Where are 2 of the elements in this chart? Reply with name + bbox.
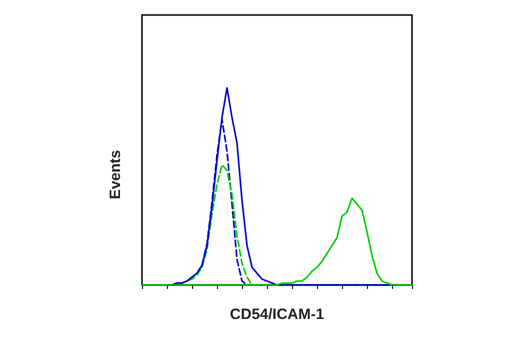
- x-axis-title: CD54/ICAM-1: [230, 306, 324, 323]
- y-axis-title: Events: [107, 150, 124, 200]
